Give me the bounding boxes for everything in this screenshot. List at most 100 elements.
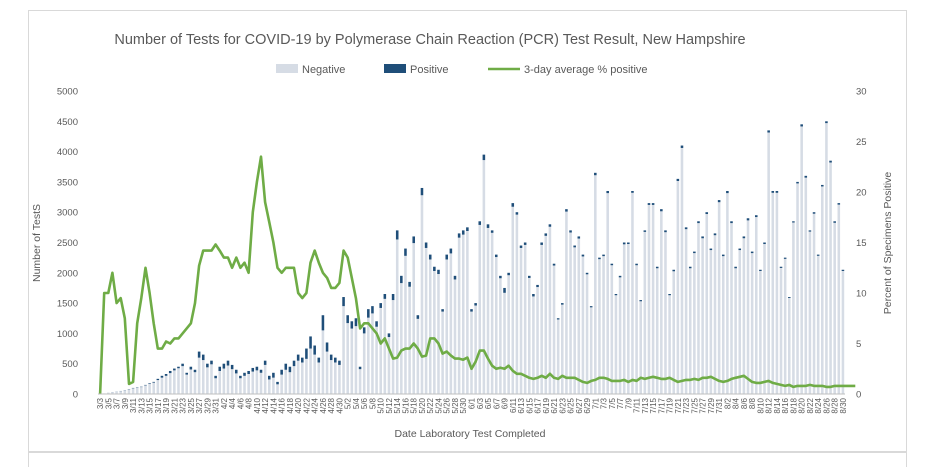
bar-negative (635, 265, 638, 394)
bar-negative (247, 374, 250, 394)
bar-negative (540, 245, 543, 394)
legend-swatch-positive (384, 64, 406, 73)
bar-negative (462, 235, 465, 394)
bar-negative (379, 308, 382, 394)
bar-positive (425, 243, 428, 248)
bar-positive (326, 342, 329, 351)
bar-positive (301, 358, 304, 363)
bar-negative (722, 256, 725, 394)
bar-negative (652, 205, 655, 394)
bar-negative (450, 253, 453, 394)
bar-positive (450, 249, 453, 254)
bar-negative (487, 228, 490, 394)
bar-positive (276, 382, 279, 384)
bar-negative (190, 369, 193, 394)
bar-negative (817, 256, 820, 394)
bar-positive (701, 236, 704, 238)
bar-positive (210, 361, 213, 365)
bar-positive (293, 361, 296, 366)
bar-negative (627, 244, 630, 394)
bar-positive (627, 243, 630, 245)
bar-positive (635, 264, 638, 266)
bar-positive (652, 203, 655, 205)
bar-negative (507, 275, 510, 394)
bar-negative (516, 215, 519, 394)
bar-positive (491, 230, 494, 232)
bar-positive (338, 361, 341, 365)
bar-negative (363, 333, 366, 394)
bar-positive (458, 233, 461, 237)
y-axis-label-right: Percent of Specimens Positive (882, 172, 894, 315)
y-tick-label: 3000 (57, 208, 78, 219)
bar-negative (194, 372, 197, 394)
bar-negative (351, 329, 354, 394)
bar-positive (809, 230, 812, 231)
bar-negative (433, 271, 436, 394)
bar-negative (631, 193, 634, 394)
bar-positive (445, 255, 448, 260)
bar-positive (549, 224, 552, 226)
bar-negative (780, 268, 783, 394)
bar-negative (400, 283, 403, 394)
bar-negative (656, 268, 659, 394)
bar-negative (297, 361, 300, 394)
bar-negative (611, 265, 614, 394)
bar-positive (400, 276, 403, 283)
bar-positive (672, 270, 675, 272)
bar-positive (251, 368, 254, 372)
bar-positive (285, 364, 288, 370)
bar-positive (726, 191, 729, 193)
legend: Negative Positive 3-day average % positi… (276, 64, 648, 76)
bar-negative (842, 271, 845, 394)
bar-negative (821, 186, 824, 394)
bar-negative (425, 248, 428, 394)
bar-negative (582, 256, 585, 394)
bar-positive (351, 321, 354, 328)
bar-positive (194, 370, 197, 372)
y-tick-label: 1500 (57, 299, 78, 310)
bar-positive (148, 383, 151, 384)
bar-positive (441, 309, 444, 311)
bar-positive (656, 267, 659, 269)
bar-positive (239, 376, 242, 378)
bar-negative (511, 207, 514, 394)
bar-positive (751, 252, 754, 254)
bar-negative (285, 370, 288, 394)
x-axis-label: Date Laboratory Test Completed (395, 428, 546, 440)
bar-positive (268, 376, 271, 380)
bar-positive (309, 336, 312, 348)
bar-negative (338, 365, 341, 394)
bar-positive (466, 227, 469, 231)
bar-negative (214, 378, 217, 394)
bar-negative (359, 369, 362, 394)
bar-positive (685, 227, 688, 229)
bar-positive (730, 221, 733, 223)
bar-positive (780, 267, 783, 268)
bar-positive (598, 258, 601, 260)
bar-positive (260, 370, 263, 373)
bar-positive (280, 370, 283, 375)
bar-negative (672, 271, 675, 394)
bar-negative (524, 245, 527, 394)
y-axis-label-left: Number of TestS (31, 204, 43, 282)
bar-positive (305, 349, 308, 359)
bar-negative (619, 277, 622, 394)
bar-negative (136, 388, 139, 394)
bar-positive (821, 185, 824, 187)
x-tick-label: 8/30 (839, 397, 848, 413)
bar-negative (730, 223, 733, 394)
y2-tick-label: 10 (856, 289, 867, 300)
bar-positive (569, 230, 572, 232)
bar-negative (734, 268, 737, 394)
bar-negative (132, 388, 135, 394)
bar-positive (227, 361, 230, 366)
bar-positive (606, 191, 609, 193)
bar-positive (190, 367, 193, 370)
bar-negative (644, 232, 647, 394)
bar-negative (313, 355, 316, 394)
bar-positive (660, 209, 663, 211)
bar-positive (379, 303, 382, 308)
bar-positive (330, 355, 333, 360)
bar-positive (747, 218, 750, 220)
